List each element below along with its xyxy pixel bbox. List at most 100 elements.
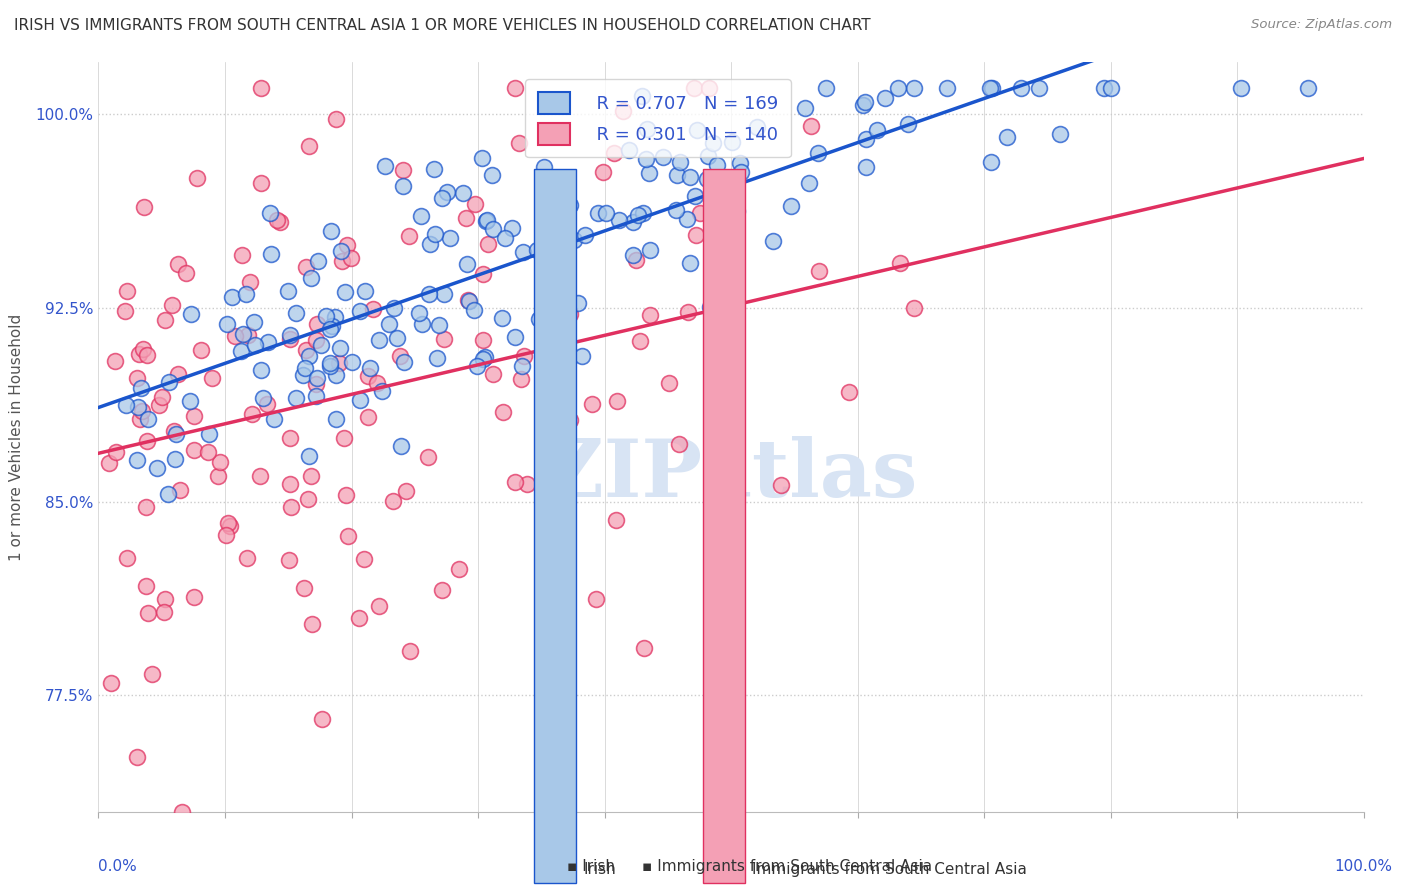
Point [260,247,283,261]
Point [298,139,321,153]
Point [243,315,266,329]
Point [491,311,513,326]
Point [207,468,229,483]
Point [299,270,322,285]
Point [564,233,586,247]
Point [697,149,720,163]
Point [1296,81,1319,95]
Point [567,295,589,310]
Point [725,204,748,219]
Point [495,230,517,244]
Point [886,81,908,95]
Point [329,341,352,355]
Point [627,208,650,222]
Point [855,160,877,174]
Point [472,268,495,282]
Point [309,338,332,352]
Point [592,165,614,179]
Point [794,101,817,115]
Point [136,606,159,620]
Point [357,409,380,424]
Point [280,500,302,514]
Point [624,253,647,268]
Point [153,592,176,607]
Point [571,349,593,363]
Point [395,483,418,498]
Point [720,287,742,301]
Point [560,413,582,427]
Point [319,225,342,239]
Point [100,676,122,690]
Point [160,298,183,312]
Point [527,312,550,326]
Point [174,266,197,280]
Point [325,412,347,426]
Point [336,237,359,252]
Point [702,136,724,150]
Point [855,132,877,146]
Point [305,333,328,347]
Text: Immigrants from South Central Asia: Immigrants from South Central Asia [752,863,1028,877]
Point [127,400,149,414]
Point [361,301,384,316]
Point [114,304,136,318]
Point [852,97,875,112]
Point [266,212,288,227]
Point [292,368,315,383]
Point [422,162,444,177]
Point [1010,81,1032,95]
Point [481,368,503,382]
Point [503,81,526,95]
Point [427,318,450,333]
Point [537,190,560,204]
Point [676,305,699,319]
Point [277,284,299,298]
Point [307,370,329,384]
Point [697,81,720,95]
Point [307,254,329,268]
Point [605,513,627,527]
Point [278,332,301,346]
Point [353,552,375,566]
Point [636,121,658,136]
Point [389,439,412,453]
Point [430,191,453,205]
Point [889,255,911,269]
Point [366,376,388,390]
Point [780,199,803,213]
Text: 0.0%: 0.0% [98,859,138,874]
Text: Irish: Irish [583,863,616,877]
Point [186,171,208,186]
Point [398,644,420,658]
Point [232,327,254,342]
Point [325,368,347,382]
Point [638,308,661,322]
Point [236,328,259,343]
Point [699,300,721,314]
Point [439,231,461,245]
Point [477,236,499,251]
Point [117,550,139,565]
Point [157,375,180,389]
Point [807,264,830,278]
Point [456,211,478,226]
Point [730,165,752,179]
Text: 100.0%: 100.0% [1334,859,1392,874]
Point [249,468,271,483]
Point [333,285,356,300]
Point [472,333,495,347]
Point [135,348,157,362]
Point [980,154,1002,169]
Point [208,455,231,469]
Point [560,198,582,212]
Text: IRISH VS IMMIGRANTS FROM SOUTH CENTRAL ASIA 1 OR MORE VEHICLES IN HOUSEHOLD CORR: IRISH VS IMMIGRANTS FROM SOUTH CENTRAL A… [14,18,870,33]
Point [512,244,534,259]
Point [897,117,920,131]
Point [465,359,488,373]
Point [418,450,440,464]
Point [675,211,697,226]
Point [508,136,530,151]
Point [1099,81,1122,95]
Point [630,89,652,103]
Point [723,288,745,302]
